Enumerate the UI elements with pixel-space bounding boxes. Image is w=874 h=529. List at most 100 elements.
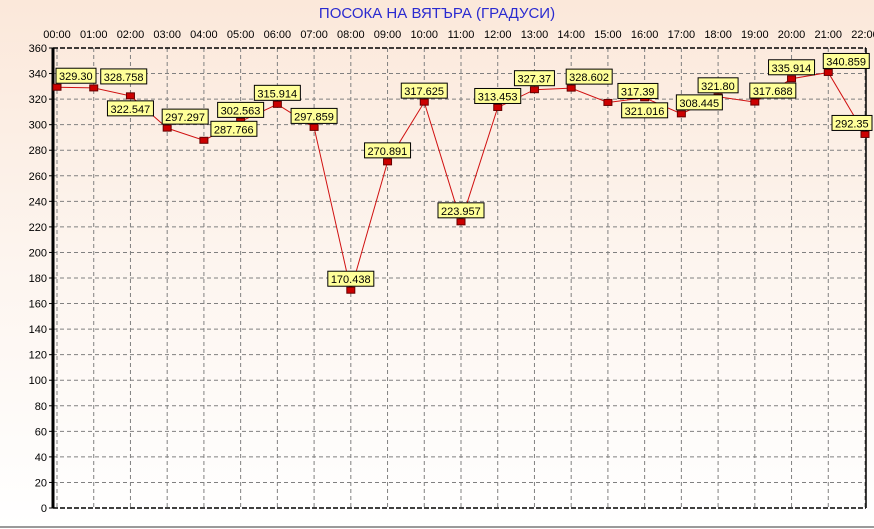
x-tick-label: 01:00 [80, 29, 108, 41]
x-tick-label: 08:00 [337, 29, 365, 41]
data-point [199, 136, 209, 144]
y-tick-label: 240 [29, 196, 47, 208]
data-label-box [290, 107, 338, 124]
data-label-box [513, 70, 555, 87]
data-label-box [831, 114, 873, 131]
data-label: 321.016 [625, 106, 665, 118]
y-tick-label: 60 [35, 426, 47, 438]
data-label-box [474, 87, 522, 104]
data-point [566, 84, 576, 92]
data-point [493, 103, 503, 111]
x-tick-label: 05:00 [227, 29, 255, 41]
x-tick-label: 17:00 [668, 29, 696, 41]
x-tick-label: 11:00 [448, 29, 475, 41]
x-tick-label: 12:00 [484, 29, 512, 41]
data-label: 329.30 [59, 71, 93, 83]
data-point [860, 130, 870, 138]
data-label: 292.35 [835, 118, 869, 130]
chart-title: ПОСОКА НА ВЯТЪРА (ГРАДУСИ) [318, 5, 556, 22]
data-label-box [161, 108, 209, 125]
data-label: 170.438 [331, 274, 371, 286]
data-label: 328.602 [569, 72, 609, 84]
data-label: 317.625 [404, 86, 444, 98]
data-label-box [768, 59, 816, 76]
x-tick-label: 06:00 [264, 29, 292, 41]
y-tick-label: 180 [29, 273, 47, 285]
data-label: 287.766 [214, 124, 254, 136]
data-point [383, 158, 393, 166]
x-tick-label: 21:00 [815, 29, 843, 41]
y-tick-label: 300 [29, 120, 47, 132]
data-point [750, 98, 760, 106]
data-label: 321.80 [701, 81, 735, 93]
y-tick-label: 20 [35, 477, 47, 489]
x-tick-label: 18:00 [704, 29, 732, 41]
data-point [125, 92, 135, 100]
data-label-box [55, 67, 97, 84]
y-tick-label: 100 [29, 375, 47, 387]
data-point [346, 286, 356, 294]
data-label: 302.563 [221, 105, 261, 117]
data-label-box [822, 52, 870, 69]
data-label-box [106, 100, 154, 117]
y-tick-label: 200 [29, 247, 47, 259]
data-label-box [100, 68, 148, 85]
data-label: 270.891 [368, 146, 408, 158]
y-tick-label: 40 [35, 452, 47, 464]
data-label-box [364, 142, 412, 159]
data-label: 335.914 [772, 63, 812, 75]
data-label: 327.37 [517, 74, 551, 86]
x-tick-label: 00:00 [43, 29, 71, 41]
y-tick-label: 360 [29, 43, 47, 55]
data-label-box [400, 82, 448, 99]
y-tick-label: 120 [29, 350, 47, 362]
data-label-box [565, 68, 613, 85]
data-label: 297.297 [165, 112, 205, 124]
y-tick-label: 320 [29, 94, 47, 106]
data-label: 328.758 [104, 72, 144, 84]
divider [0, 526, 874, 528]
data-point [419, 98, 429, 106]
y-tick-label: 280 [29, 145, 47, 157]
data-label-box [437, 202, 485, 219]
y-tick-label: 160 [29, 299, 47, 311]
data-label-box [210, 120, 258, 137]
data-label: 322.547 [110, 104, 150, 116]
y-tick-label: 340 [29, 69, 47, 81]
data-label: 308.445 [679, 98, 719, 110]
y-tick-label: 140 [29, 324, 47, 336]
data-label-box [697, 77, 739, 94]
y-tick-label: 220 [29, 222, 47, 234]
data-label-box [621, 102, 669, 119]
data-point [603, 98, 613, 106]
data-point [52, 83, 62, 91]
x-tick-label: 10:00 [411, 29, 439, 41]
data-point [676, 110, 686, 118]
data-label: 317.39 [621, 86, 655, 98]
data-point [456, 218, 466, 226]
x-tick-label: 20:00 [778, 29, 806, 41]
data-point [823, 68, 833, 76]
data-label: 317.688 [753, 86, 793, 98]
x-tick-label: 13:00 [521, 29, 549, 41]
x-tick-label: 02:00 [117, 29, 145, 41]
data-point [89, 84, 99, 92]
x-tick-label: 16:00 [631, 29, 659, 41]
x-tick-label: 15:00 [594, 29, 622, 41]
data-label-box [217, 101, 265, 118]
data-label-box [617, 82, 659, 99]
data-label: 223.957 [441, 206, 481, 218]
x-tick-label: 14:00 [557, 29, 585, 41]
data-point [162, 124, 172, 132]
data-point [529, 86, 539, 94]
data-label-box [749, 82, 797, 99]
x-tick-label: 19:00 [741, 29, 769, 41]
x-tick-label: 07:00 [300, 29, 328, 41]
x-tick-label: 22:00 [851, 29, 874, 41]
data-label: 297.859 [294, 111, 334, 123]
y-tick-label: 260 [29, 171, 47, 183]
data-label-box [675, 94, 723, 111]
data-label: 315.914 [257, 88, 297, 100]
x-tick-label: 03:00 [153, 29, 181, 41]
